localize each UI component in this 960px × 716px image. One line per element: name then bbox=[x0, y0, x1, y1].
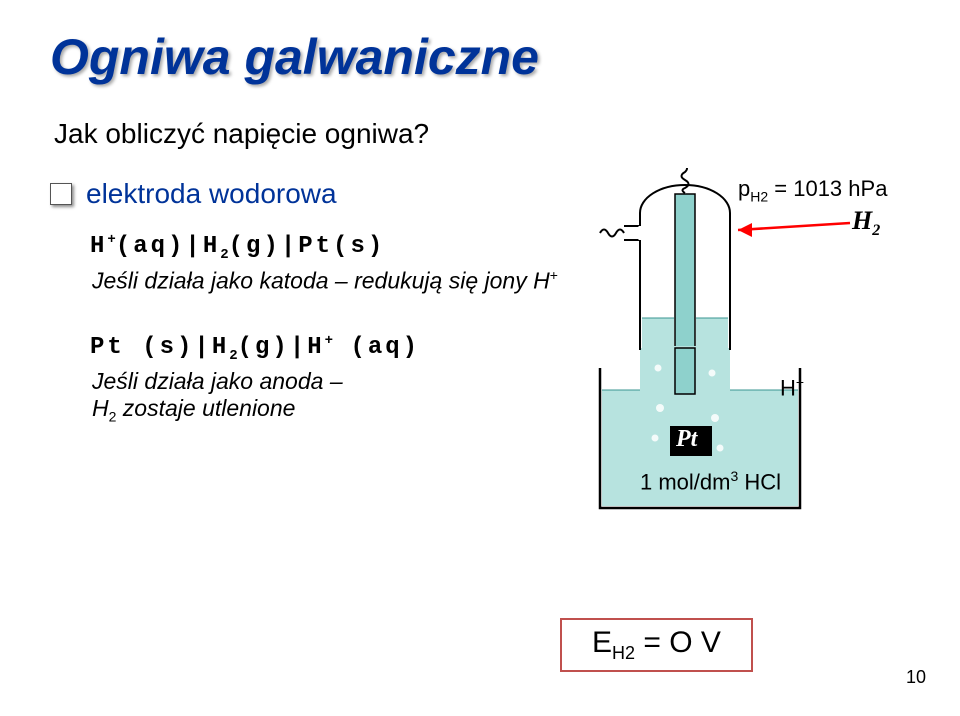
left-column: elektroda wodorowa H+(aq)|H2(g)|Pt(s) Je… bbox=[50, 168, 580, 528]
right-column: pH2 = 1013 hPa H2 H+ Pt 1 mol/dm3 HCl bbox=[580, 168, 910, 528]
slide: Ogniwa galwaniczne Jak obliczyć napięcie… bbox=[0, 0, 960, 716]
slide-subtitle: Jak obliczyć napięcie ogniwa? bbox=[54, 118, 910, 150]
anode-desc: Jeśli działa jako anoda – H2 zostaje utl… bbox=[92, 368, 580, 426]
bullet-icon bbox=[50, 183, 72, 205]
content-row: elektroda wodorowa H+(aq)|H2(g)|Pt(s) Je… bbox=[50, 168, 910, 528]
anode-block: Pt (s)|H2(g)|H+ (aq) Jeśli działa jako a… bbox=[90, 333, 580, 426]
pt-electrode-label: Pt bbox=[676, 426, 697, 453]
h2-gas-label: H2 bbox=[852, 206, 880, 240]
hcl-label: 1 mol/dm3 HCl bbox=[640, 468, 781, 495]
anode-notation: Pt (s)|H2(g)|H+ (aq) bbox=[90, 333, 580, 364]
slide-title: Ogniwa galwaniczne bbox=[50, 28, 910, 86]
bullet-row: elektroda wodorowa bbox=[50, 178, 580, 210]
h-plus-label: H+ bbox=[780, 374, 804, 401]
bullet-text: elektroda wodorowa bbox=[86, 178, 337, 210]
cathode-desc: Jeśli działa jako katoda – redukują się … bbox=[92, 267, 580, 295]
equation-text: EH2 = O V bbox=[592, 626, 721, 664]
page-number: 10 bbox=[906, 667, 926, 688]
equation-box: EH2 = O V bbox=[560, 618, 753, 672]
pressure-label: pH2 = 1013 hPa bbox=[738, 176, 887, 204]
cathode-block: H+(aq)|H2(g)|Pt(s) Jeśli działa jako kat… bbox=[90, 232, 580, 295]
cathode-notation: H+(aq)|H2(g)|Pt(s) bbox=[90, 232, 580, 263]
